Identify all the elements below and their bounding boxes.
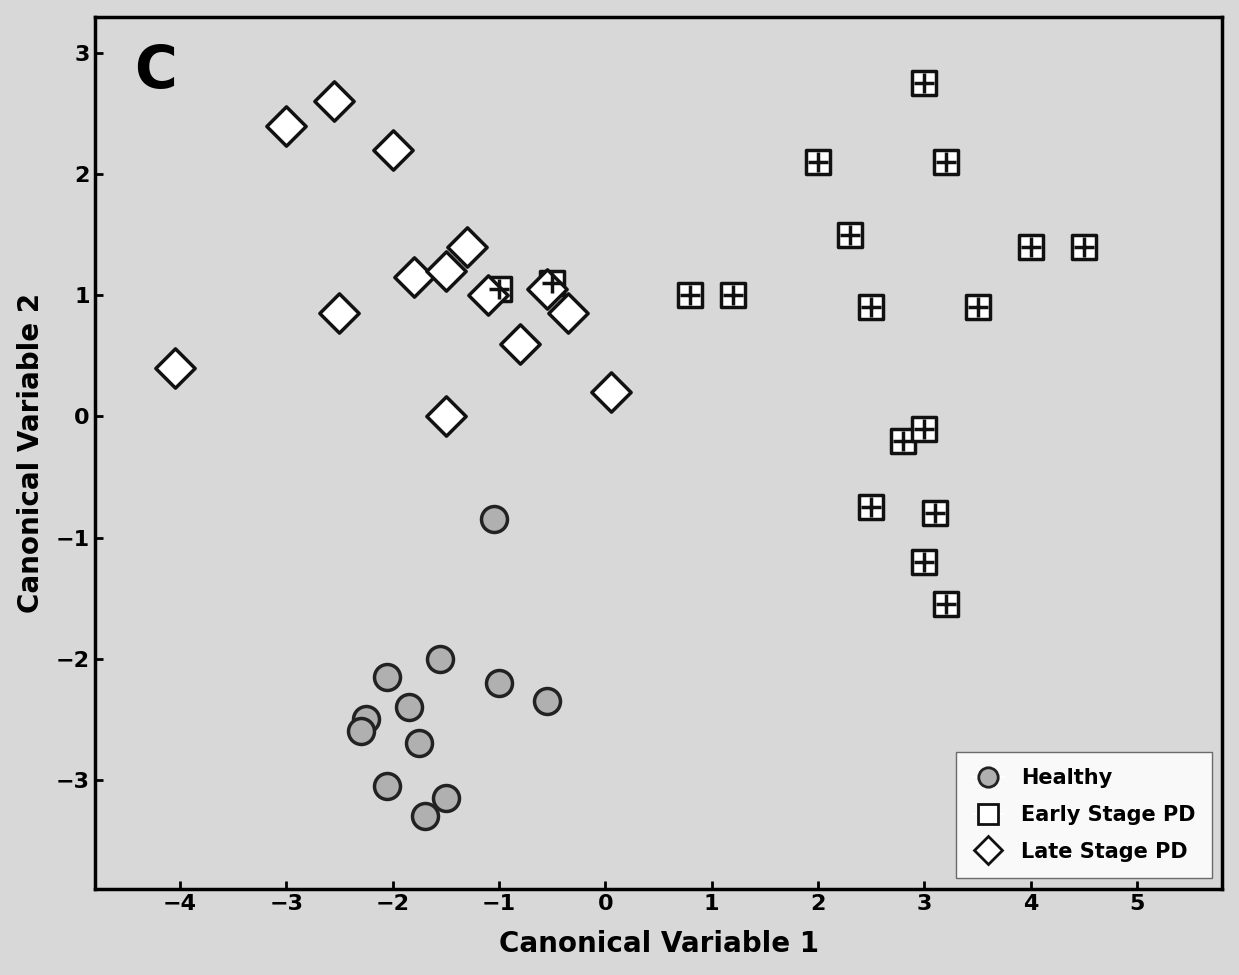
- Late Stage PD: [510, 336, 530, 352]
- Healthy: [378, 669, 398, 684]
- Early Stage PD: [808, 154, 828, 170]
- Healthy: [351, 723, 370, 739]
- Early Stage PD: [1021, 239, 1041, 254]
- Legend: Healthy, Early Stage PD, Late Stage PD: Healthy, Early Stage PD, Late Stage PD: [957, 752, 1212, 878]
- Point: [935, 597, 955, 612]
- Point: [914, 420, 934, 436]
- Point: [893, 433, 913, 448]
- Early Stage PD: [914, 554, 934, 569]
- X-axis label: Canonical Variable 1: Canonical Variable 1: [498, 930, 819, 958]
- Point: [935, 154, 955, 170]
- Healthy: [415, 808, 435, 824]
- Late Stage PD: [276, 118, 296, 134]
- Late Stage PD: [325, 94, 344, 109]
- Point: [861, 499, 881, 515]
- Point: [1074, 239, 1094, 254]
- Early Stage PD: [935, 154, 955, 170]
- Late Stage PD: [436, 409, 456, 424]
- Point: [808, 154, 828, 170]
- Late Stage PD: [436, 263, 456, 279]
- Healthy: [378, 778, 398, 794]
- Point: [861, 299, 881, 315]
- Healthy: [399, 699, 419, 715]
- Early Stage PD: [926, 505, 945, 521]
- Point: [1021, 239, 1041, 254]
- Healthy: [431, 651, 451, 667]
- Early Stage PD: [968, 299, 987, 315]
- Point: [543, 275, 563, 291]
- Late Stage PD: [404, 269, 424, 285]
- Early Stage PD: [893, 433, 913, 448]
- Y-axis label: Canonical Variable 2: Canonical Variable 2: [16, 292, 45, 613]
- Early Stage PD: [543, 275, 563, 291]
- Late Stage PD: [601, 384, 621, 400]
- Late Stage PD: [383, 142, 403, 158]
- Text: C: C: [134, 43, 177, 99]
- Point: [489, 282, 509, 297]
- Healthy: [409, 736, 429, 752]
- Late Stage PD: [559, 305, 579, 321]
- Point: [968, 299, 987, 315]
- Healthy: [489, 675, 509, 690]
- Point: [680, 288, 700, 303]
- Point: [724, 288, 743, 303]
- Healthy: [483, 512, 503, 527]
- Late Stage PD: [478, 288, 498, 303]
- Early Stage PD: [914, 420, 934, 436]
- Early Stage PD: [935, 597, 955, 612]
- Late Stage PD: [457, 239, 477, 254]
- Early Stage PD: [680, 288, 700, 303]
- Early Stage PD: [489, 282, 509, 297]
- Early Stage PD: [914, 75, 934, 91]
- Point: [840, 227, 860, 243]
- Late Stage PD: [330, 305, 349, 321]
- Healthy: [356, 712, 375, 727]
- Late Stage PD: [165, 360, 185, 375]
- Early Stage PD: [861, 499, 881, 515]
- Early Stage PD: [1074, 239, 1094, 254]
- Point: [914, 75, 934, 91]
- Late Stage PD: [536, 282, 556, 297]
- Early Stage PD: [861, 299, 881, 315]
- Point: [914, 554, 934, 569]
- Healthy: [536, 693, 556, 709]
- Point: [926, 505, 945, 521]
- Early Stage PD: [840, 227, 860, 243]
- Healthy: [436, 790, 456, 805]
- Early Stage PD: [724, 288, 743, 303]
